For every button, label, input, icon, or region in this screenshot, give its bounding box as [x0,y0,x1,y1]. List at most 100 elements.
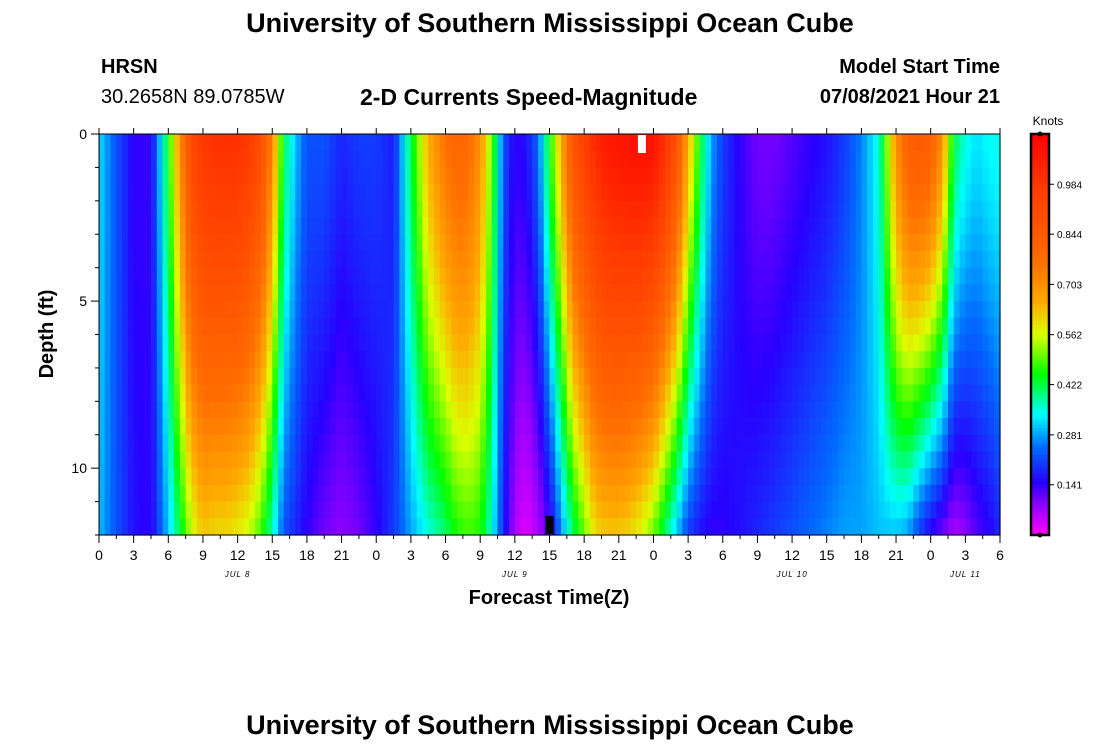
heatmap-cell [237,501,244,519]
heatmap-cell [254,134,262,152]
heatmap-cell [653,434,660,453]
colorbar-segment [1031,321,1049,326]
heatmap-cell [988,351,995,369]
heatmap-cell [930,250,938,269]
heatmap-cell [728,418,735,436]
heatmap-cell [185,234,193,252]
heatmap-cell [561,384,568,402]
heatmap-cell [116,518,123,536]
heatmap-cell [243,434,250,453]
heatmap-cell [849,284,857,302]
heatmap-cell [526,250,533,269]
heatmap-cell [809,351,816,369]
heatmap-cell [474,468,481,486]
heatmap-cell [665,351,672,369]
heatmap-cell [324,367,331,386]
colorbar-segment [1031,180,1049,185]
heatmap-cell [364,317,372,336]
heatmap-cell [416,267,424,285]
heatmap-cell [751,351,759,369]
heatmap-cell [595,468,603,486]
heatmap-cell [480,367,487,386]
heatmap-cell [509,418,516,436]
heatmap-cell [445,184,452,202]
heatmap-cell [110,150,117,169]
heatmap-cell [104,384,112,402]
heatmap-cell [260,518,268,536]
heatmap-cell [156,418,164,436]
heatmap-cell [324,284,331,302]
heatmap-cell [757,434,764,453]
heatmap-cell [803,367,811,386]
heatmap-cell [994,250,1001,269]
heatmap-cell [266,418,273,436]
heatmap-cell [191,317,198,336]
heatmap-cell [884,351,891,369]
heatmap-cell [370,418,377,436]
heatmap-cell [393,317,400,336]
heatmap-cell [699,468,707,486]
heatmap-cell [988,451,995,469]
heatmap-cell [445,384,452,402]
heatmap-cell [226,284,233,302]
heatmap-cell [480,150,487,169]
heatmap-cell [855,301,862,319]
heatmap-cell [497,451,504,469]
heatmap-cell [965,250,972,269]
heatmap-cell [243,217,250,235]
colorbar-segment [1031,160,1049,165]
heatmap-cell [653,384,660,402]
x-tick-label: 18 [299,547,315,563]
heatmap-cell [555,250,562,269]
heatmap-cell [768,518,776,536]
heatmap-cell [959,334,966,352]
heatmap-cell [272,267,279,285]
heatmap-cell [768,334,776,352]
heatmap-cell [231,518,239,536]
heatmap-cell [688,434,695,453]
heatmap-cell [295,518,302,536]
heatmap-cell [480,267,487,285]
heatmap-cell [688,134,695,152]
heatmap-cell [139,217,146,235]
heatmap-cell [156,184,164,202]
heatmap-cell [457,284,464,302]
heatmap-cell [630,367,637,386]
heatmap-cell [145,301,152,319]
heatmap-cell [907,384,914,402]
heatmap-cell [988,434,995,453]
x-tick-label: 9 [476,547,484,563]
heatmap-cell [185,501,193,519]
heatmap-cell [572,401,579,419]
heatmap-cell [266,301,273,319]
heatmap-cell [353,451,360,469]
heatmap-cell [624,301,631,319]
heatmap-cell [249,184,256,202]
colorbar-segment [1031,384,1049,389]
colorbar-segment [1031,408,1049,412]
heatmap-cell [659,150,666,169]
heatmap-cell [647,468,655,486]
heatmap-cell [953,367,961,386]
heatmap-cell [688,518,695,536]
heatmap-cell [971,367,978,386]
heatmap-cell [855,384,862,402]
heatmap-cell [849,134,857,152]
heatmap-cell [641,401,649,419]
heatmap-cell [566,150,574,169]
heatmap-cell [480,317,487,336]
heatmap-cell [618,234,626,252]
heatmap-cell [341,184,348,202]
heatmap-cell [503,250,510,269]
heatmap-cell [607,217,614,235]
heatmap-cell [474,317,481,336]
heatmap-cell [133,134,141,152]
heatmap-cell [289,167,296,185]
heatmap-cell [387,167,395,185]
heatmap-cell [370,518,377,536]
heatmap-cell [751,484,759,503]
heatmap-cell [815,518,822,536]
heatmap-cell [745,401,753,419]
heatmap-cell [231,301,239,319]
heatmap-cell [208,301,216,319]
